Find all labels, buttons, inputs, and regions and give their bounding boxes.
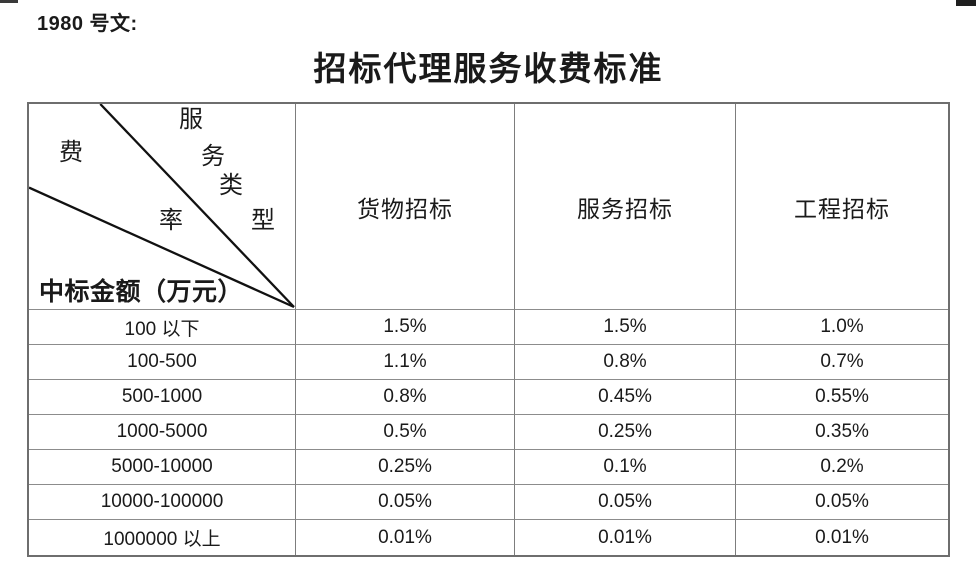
row-amount-label: 10000-100000: [29, 485, 296, 520]
rate-cell-service: 0.8%: [515, 345, 736, 380]
amount-axis-label: 中标金额（万元）: [39, 279, 244, 306]
corner-service-type-char-4: 型: [251, 208, 275, 234]
rate-cell-goods: 1.1%: [296, 345, 515, 380]
rate-cell-service: 0.45%: [515, 380, 736, 415]
row-amount-label: 1000-5000: [29, 415, 296, 450]
rate-cell-service: 0.1%: [515, 450, 736, 485]
rate-cell-goods: 0.05%: [296, 485, 515, 520]
rate-cell-goods: 1.5%: [296, 310, 515, 345]
column-header-services: 服务招标: [515, 104, 736, 310]
column-header-works: 工程招标: [736, 104, 948, 310]
corner-rate-char-1: 费: [59, 140, 83, 166]
document-reference: 1980 号文:: [37, 13, 138, 35]
rate-cell-goods: 0.5%: [296, 415, 515, 450]
row-amount-label: 500-1000: [29, 380, 296, 415]
rate-cell-works: 0.05%: [736, 485, 948, 520]
rate-cell-works: 0.35%: [736, 415, 948, 450]
rate-cell-works: 0.2%: [736, 450, 948, 485]
page-corner-artifact-left: [0, 0, 18, 3]
corner-rate-char-2: 率: [159, 208, 183, 234]
rate-cell-goods: 0.8%: [296, 380, 515, 415]
rate-cell-service: 1.5%: [515, 310, 736, 345]
rate-cell-service: 0.25%: [515, 415, 736, 450]
rate-cell-goods: 0.25%: [296, 450, 515, 485]
table-corner-cell: 费 服 务 类 型 率 中标金额（万元）: [29, 104, 296, 310]
corner-service-type-char-2: 务: [201, 144, 225, 170]
rate-cell-service: 0.01%: [515, 520, 736, 555]
row-amount-label: 100 以下: [29, 310, 296, 345]
rate-cell-works: 1.0%: [736, 310, 948, 345]
page-title: 招标代理服务收费标准: [313, 52, 664, 88]
page-corner-artifact-right: [956, 0, 976, 6]
diagonal-divider-lines: [29, 104, 295, 309]
rate-cell-service: 0.05%: [515, 485, 736, 520]
row-amount-label: 100-500: [29, 345, 296, 380]
rate-cell-works: 0.55%: [736, 380, 948, 415]
rate-cell-goods: 0.01%: [296, 520, 515, 555]
rate-cell-works: 0.7%: [736, 345, 948, 380]
rate-cell-works: 0.01%: [815, 526, 869, 548]
row-amount-label: 1000000 以上: [29, 520, 296, 555]
corner-service-type-char-1: 服: [179, 107, 203, 133]
row-amount-label: 5000-10000: [29, 450, 296, 485]
corner-service-type-char-3: 类: [219, 173, 243, 199]
fee-standard-table: 费 服 务 类 型 率 中标金额（万元） 货物招标 服务招标 工程招标 100 …: [27, 102, 950, 557]
column-header-goods: 货物招标: [296, 104, 515, 310]
